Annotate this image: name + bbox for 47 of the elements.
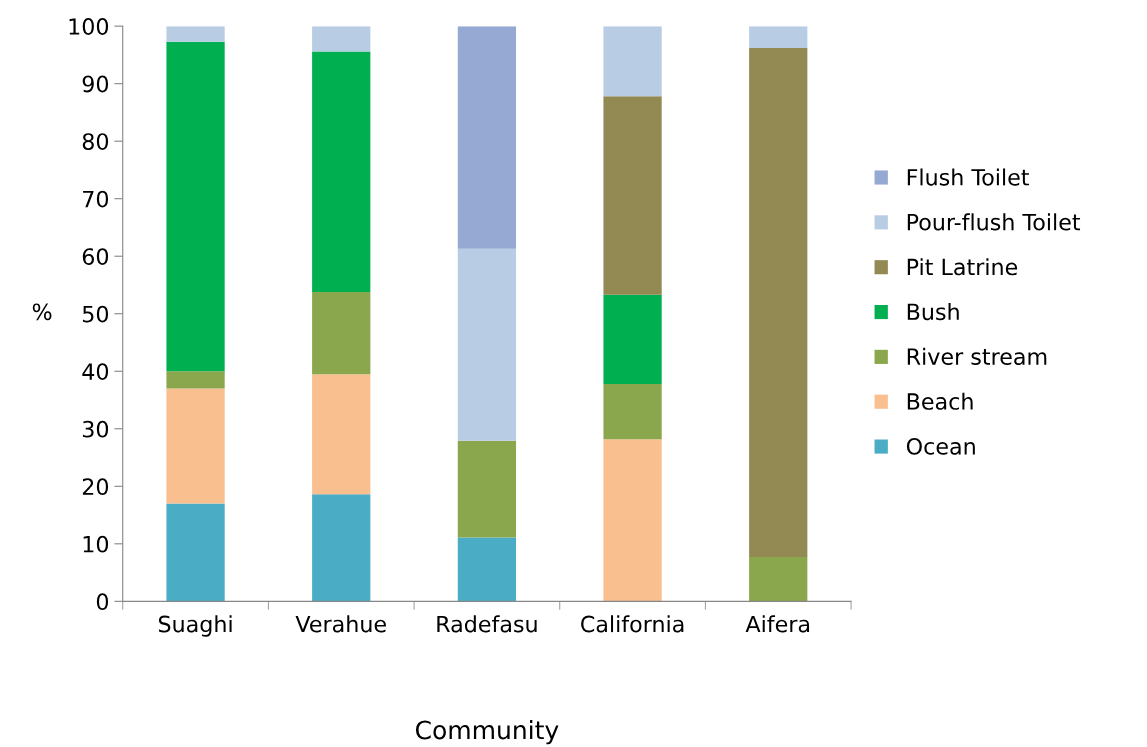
legend-label: Beach bbox=[907, 392, 973, 410]
bar bbox=[312, 26, 371, 52]
x-tick-label: Aifera bbox=[745, 615, 810, 633]
y-tick-label: 80 bbox=[82, 133, 109, 150]
x-tick-label: Suaghi bbox=[158, 615, 232, 637]
y-tick-label: 10 bbox=[83, 535, 109, 553]
bar bbox=[312, 51, 371, 292]
y-tick-label: 0 bbox=[96, 593, 109, 611]
x-tick-label: California bbox=[581, 615, 684, 633]
bar bbox=[603, 294, 662, 384]
bar bbox=[312, 291, 371, 375]
bar bbox=[166, 41, 225, 372]
bar bbox=[603, 383, 662, 440]
y-tick-label: 40 bbox=[82, 363, 109, 381]
y-axis-title: % bbox=[32, 303, 52, 321]
x-tick-label: Verahue bbox=[295, 615, 386, 633]
legend-label: Flush Toilet bbox=[907, 168, 1029, 186]
bar bbox=[166, 503, 225, 602]
bar bbox=[749, 26, 808, 48]
y-tick-label: 70 bbox=[83, 190, 109, 208]
x-tick-label: Radefasu bbox=[437, 615, 537, 633]
bar bbox=[166, 26, 225, 42]
y-tick-label: 50 bbox=[82, 305, 109, 323]
bar bbox=[312, 374, 371, 495]
bar bbox=[457, 248, 517, 441]
bar bbox=[749, 557, 808, 602]
y-tick-label: 90 bbox=[82, 75, 109, 93]
legend-label: Ocean bbox=[906, 437, 975, 455]
bar bbox=[603, 96, 662, 295]
bar bbox=[603, 439, 662, 602]
bar bbox=[166, 388, 225, 504]
y-tick-label: 20 bbox=[82, 478, 109, 496]
bar bbox=[457, 26, 517, 249]
legend-label: Bush bbox=[907, 302, 959, 321]
bar bbox=[457, 537, 517, 602]
y-tick-label: 100 bbox=[69, 18, 109, 35]
bar bbox=[457, 440, 517, 538]
bar bbox=[166, 371, 225, 389]
legend-label: River stream bbox=[907, 347, 1047, 366]
bar bbox=[749, 48, 808, 558]
y-tick-label: 60 bbox=[82, 248, 109, 265]
bar bbox=[312, 494, 371, 602]
y-tick-label: 30 bbox=[82, 420, 109, 438]
x-axis-title: Community bbox=[415, 720, 559, 745]
legend-label: Pour-flush Toilet bbox=[907, 213, 1081, 231]
legend-label: Pit Latrine bbox=[907, 258, 1018, 276]
bar bbox=[603, 26, 662, 97]
